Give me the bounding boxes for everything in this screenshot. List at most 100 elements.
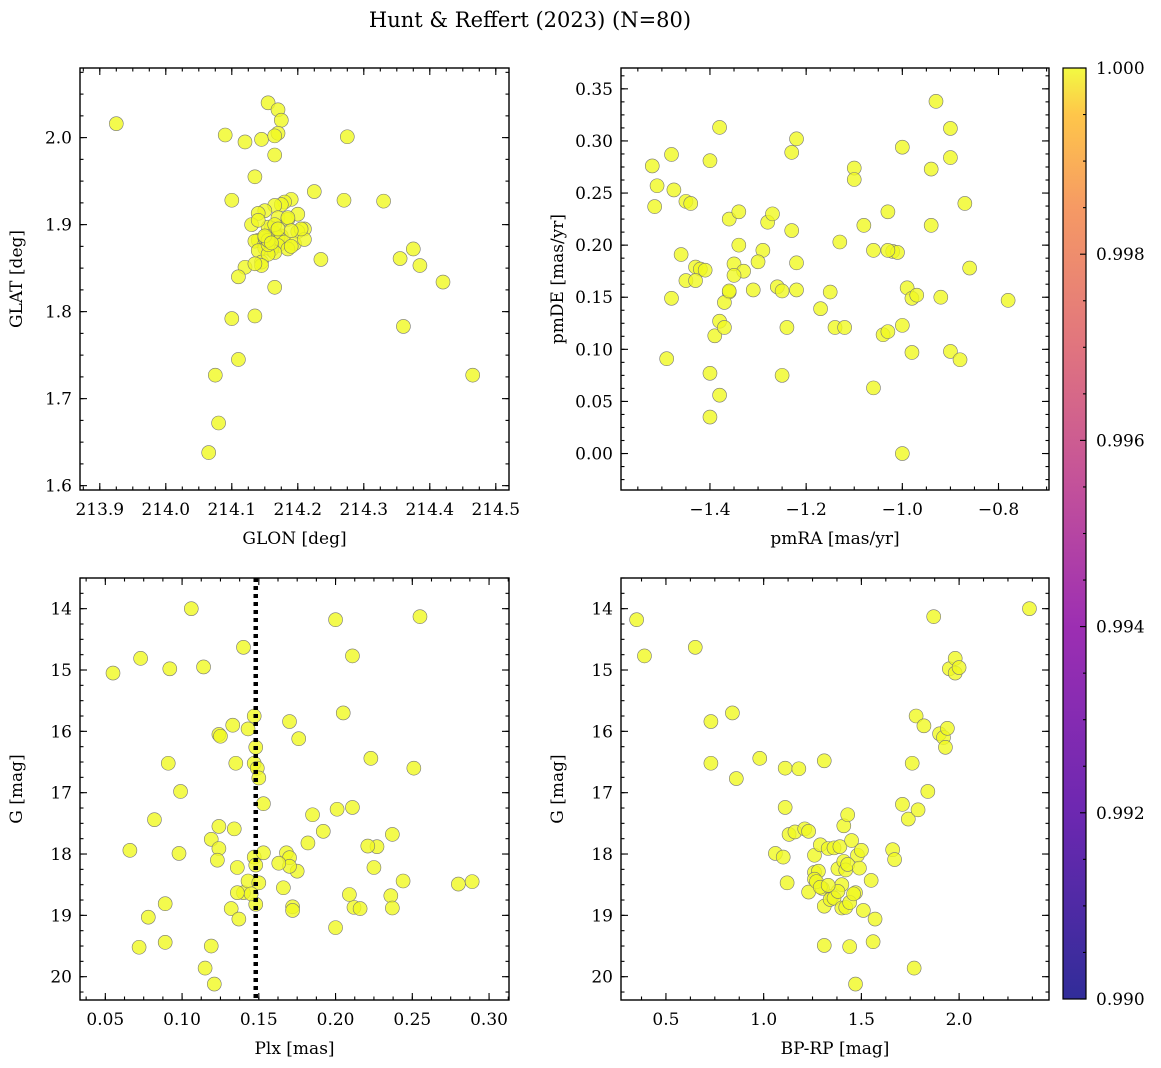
scatter-point xyxy=(880,243,896,258)
scatter-point xyxy=(702,409,718,425)
x-tick-label: 214.0 xyxy=(141,500,190,520)
scatter-point xyxy=(157,896,173,912)
y-tick-label: 16 xyxy=(50,722,72,742)
scatter-point xyxy=(688,273,703,288)
scatter-point xyxy=(157,935,173,950)
scatter-point xyxy=(230,860,245,875)
scatter-point xyxy=(765,206,780,222)
panel-color-magnitude: 0.5 1.0 1.5 2.0 14 15 16 17 18 19 20 BP-RP [mag] G [… xyxy=(548,577,1050,1059)
colorbar-ticks: 0.990 0.992 0.994 0.996 0.998 1.000 xyxy=(1080,59,1145,1010)
scatter-point xyxy=(345,800,360,815)
y-tick-label: 16 xyxy=(591,722,613,742)
y-tick-label: 2.0 xyxy=(45,129,72,149)
y-tick-label: 0.10 xyxy=(575,340,613,360)
scatter-point xyxy=(217,127,233,143)
y-tick-label: 20 xyxy=(591,968,613,988)
scatter-point xyxy=(687,640,703,655)
scatter-point xyxy=(315,824,331,839)
scatter-point xyxy=(856,218,872,233)
scatter-point xyxy=(329,801,345,817)
scatter-point xyxy=(465,367,481,383)
colorbar-tick-label: 1.000 xyxy=(1096,59,1145,79)
scatter-point xyxy=(273,112,289,128)
y-tick-label: 1.8 xyxy=(45,303,72,323)
scatter-point xyxy=(282,714,297,729)
scatter-point xyxy=(852,860,867,876)
scatter-point xyxy=(335,705,351,721)
scatter-point xyxy=(629,612,644,628)
scatter-point xyxy=(729,771,744,786)
scatter-point xyxy=(844,833,859,848)
scatter-point xyxy=(283,239,299,254)
scatter-point xyxy=(926,609,941,624)
y-tick-label: 0.05 xyxy=(575,392,613,412)
scatter-point xyxy=(910,802,926,818)
scatter-point xyxy=(270,221,286,237)
scatter-point xyxy=(791,761,807,777)
scatter-point xyxy=(267,279,283,295)
scatter-point xyxy=(928,94,944,109)
scatter-point xyxy=(366,860,382,875)
scatter-point xyxy=(385,827,400,842)
axes-frame xyxy=(620,577,1050,1001)
scatter-point xyxy=(846,172,862,187)
x-tick-label: 2.0 xyxy=(946,1010,973,1030)
scatter-point xyxy=(342,887,357,902)
scatter-point xyxy=(105,665,121,681)
scatter-point xyxy=(721,283,737,299)
scatter-point xyxy=(360,838,376,854)
scatter-point xyxy=(280,210,296,225)
scatter-point xyxy=(848,976,863,992)
scatter-point xyxy=(412,258,428,273)
scatter-point xyxy=(664,290,679,306)
colorbar-tick-label: 0.998 xyxy=(1096,245,1145,265)
scatter-point xyxy=(147,812,162,827)
scatter-point xyxy=(933,289,949,305)
y-tick-label: 0.30 xyxy=(575,132,613,152)
scatter-point xyxy=(943,344,958,359)
scatter-point xyxy=(435,274,451,290)
scatter-point xyxy=(213,728,228,744)
scatter-point xyxy=(923,218,939,233)
x-tick-label: 214.5 xyxy=(471,500,520,520)
scatter-point xyxy=(895,139,910,155)
scatter-point xyxy=(451,876,466,892)
scatter-point xyxy=(909,287,925,303)
scatter-point xyxy=(240,721,256,737)
scatter-point xyxy=(703,714,719,729)
colorbar-gradient xyxy=(1062,67,1087,1000)
scatter-point xyxy=(141,909,156,925)
scatter-point xyxy=(1022,601,1037,616)
x-tick-label: 0.5 xyxy=(652,1010,679,1030)
scatter-point xyxy=(171,846,187,861)
scatter-point xyxy=(228,755,244,771)
scatter-point xyxy=(197,960,213,976)
colorbar: 0.990 0.992 0.994 0.996 0.998 1.000 xyxy=(1062,59,1145,1010)
scatter-point xyxy=(777,760,793,776)
scatter-point xyxy=(856,903,871,918)
scatter-point xyxy=(962,260,977,276)
scatter-point xyxy=(162,661,178,677)
scatter-point xyxy=(291,731,307,747)
x-tick-label: 214.2 xyxy=(273,500,322,520)
scatter-point xyxy=(707,328,723,344)
y-tick-label: 20 xyxy=(50,968,72,988)
scatter-point xyxy=(801,824,816,839)
x-axis-label: Plx [mas] xyxy=(254,1039,334,1059)
scatter-point xyxy=(385,900,400,916)
scatter-point xyxy=(208,367,223,383)
x-tick-label: 214.4 xyxy=(405,500,454,520)
scatter-point xyxy=(880,324,896,339)
x-axis-label: BP-RP [mag] xyxy=(781,1039,890,1059)
y-tick-label: 15 xyxy=(50,661,72,681)
scatter-point xyxy=(854,843,869,858)
x-tick-label: −0.8 xyxy=(978,500,1019,520)
scatter-point xyxy=(712,120,727,135)
y-axis-label: pmDE [mas/yr] xyxy=(548,214,568,344)
y-axis-label: G [mag] xyxy=(7,754,27,823)
scatter-point xyxy=(957,196,973,211)
y-tick-label: 18 xyxy=(591,845,613,865)
scatter-point xyxy=(328,612,343,628)
colorbar-tick-label: 0.994 xyxy=(1096,618,1145,638)
